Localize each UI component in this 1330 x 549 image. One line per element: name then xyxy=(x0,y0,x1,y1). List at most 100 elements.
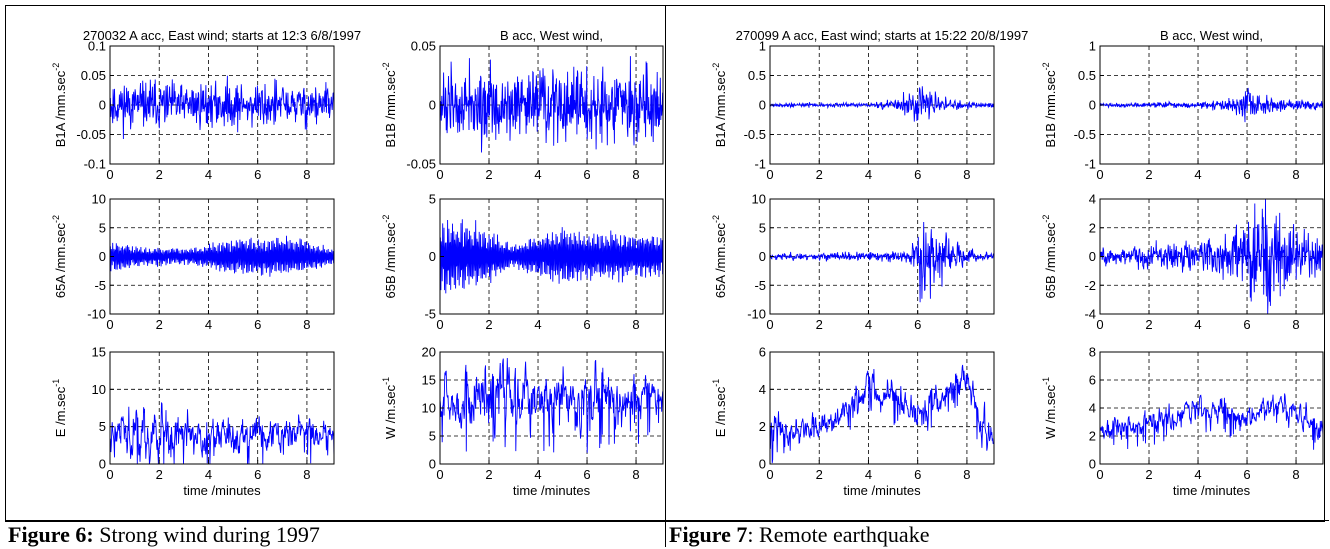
x-tick-label: 8 xyxy=(303,467,310,482)
x-tick-label: 4 xyxy=(865,167,872,182)
x-tick-label: 2 xyxy=(485,467,492,482)
y-tick-label: -0.1 xyxy=(84,157,106,172)
x-tick-label: 4 xyxy=(205,467,212,482)
y-tick-label: -0.5 xyxy=(744,127,766,142)
figure-7-caption-text: : Remote earthquake xyxy=(747,522,930,547)
y-tick-label: 0 xyxy=(1089,98,1096,113)
series-line-1-3 xyxy=(1099,198,1324,315)
x-tick-label: 2 xyxy=(1145,167,1152,182)
y-tick-label: 0 xyxy=(99,249,106,264)
x-tick-label: 0 xyxy=(1096,317,1103,332)
y-tick-label: 5 xyxy=(429,429,436,444)
x-tick-label: 8 xyxy=(632,317,639,332)
subplot-0-0: 0 2 4 6 8 -0.1 -0.05 0 0.05 0.1 B1A /mm.sec-2 27003… xyxy=(51,28,361,182)
y-tick-label: 6 xyxy=(759,345,766,360)
series-line-0-3 xyxy=(439,219,664,294)
figure-6-plots: 0 2 4 6 8 -0.1 -0.05 0 0.05 0.1 B1A /mm.sec-2 27003… xyxy=(6,5,664,520)
y-tick-label: 0.1 xyxy=(88,39,106,54)
subplot-1-2: 0 2 4 6 8 -10 -5 0 5 10 65A /mm.sec-2 xyxy=(711,192,995,332)
y-axis-label: B1B /mm.sec-2 xyxy=(1041,62,1058,147)
series-line-0-0 xyxy=(109,75,335,140)
x-tick-label: 4 xyxy=(1194,317,1201,332)
y-axis-label: B1A /mm.sec-2 xyxy=(711,63,728,148)
y-tick-label: 0.5 xyxy=(1078,68,1096,83)
x-tick-label: 8 xyxy=(1292,467,1299,482)
axes-box xyxy=(109,351,335,465)
x-axis-label: time /minutes xyxy=(513,483,591,498)
y-tick-label: -1 xyxy=(754,157,766,172)
subplot-title: 270099 A acc, East wind; starts at 15:22… xyxy=(736,28,1029,43)
y-tick-label: -0.5 xyxy=(1074,127,1096,142)
y-axis-label: E /m.sec-1 xyxy=(711,379,728,438)
y-tick-label: 5 xyxy=(759,220,766,235)
x-tick-label: 6 xyxy=(1243,317,1250,332)
figure-7-caption-label: Figure 7 xyxy=(669,522,748,547)
y-tick-label: 8 xyxy=(1089,345,1096,360)
series-line-1-2 xyxy=(769,221,995,303)
x-tick-label: 4 xyxy=(1194,467,1201,482)
y-tick-label: 2 xyxy=(759,419,766,434)
y-tick-label: 10 xyxy=(422,401,436,416)
x-tick-label: 0 xyxy=(766,167,773,182)
y-tick-label: 4 xyxy=(1089,192,1096,207)
x-tick-label: 2 xyxy=(1145,467,1152,482)
y-tick-label: 0 xyxy=(759,249,766,264)
x-tick-label: 6 xyxy=(583,167,590,182)
y-tick-label: 10 xyxy=(92,382,106,397)
y-tick-label: -10 xyxy=(747,307,766,322)
x-tick-label: 0 xyxy=(766,317,773,332)
x-tick-label: 2 xyxy=(816,167,823,182)
x-tick-label: 8 xyxy=(632,167,639,182)
series-line-1-0 xyxy=(769,86,995,122)
y-tick-label: -5 xyxy=(754,278,766,293)
x-tick-label: 6 xyxy=(914,467,921,482)
y-tick-label: -2 xyxy=(1084,278,1096,293)
y-tick-label: 0.5 xyxy=(748,68,766,83)
y-axis-label: 65B /mm.sec-2 xyxy=(1041,215,1058,299)
y-tick-label: 4 xyxy=(759,382,766,397)
figure-6-caption: Figure 6: Strong wind during 1997 xyxy=(5,520,668,548)
y-axis-label: 65B /mm.sec-2 xyxy=(381,215,398,299)
x-axis-label: time /minutes xyxy=(1173,483,1251,498)
x-tick-label: 8 xyxy=(963,317,970,332)
x-tick-label: 0 xyxy=(106,167,113,182)
figure-divider xyxy=(665,5,666,547)
x-tick-label: 8 xyxy=(1292,317,1299,332)
x-tick-label: 2 xyxy=(816,317,823,332)
subplot-0-2: 0 2 4 6 8 -10 -5 0 5 10 65A /mm.sec-2 xyxy=(51,192,335,332)
x-tick-label: 4 xyxy=(865,317,872,332)
x-tick-label: 2 xyxy=(156,167,163,182)
x-tick-label: 4 xyxy=(534,167,541,182)
y-tick-label: -1 xyxy=(1084,157,1096,172)
y-tick-label: -0.05 xyxy=(406,157,436,172)
y-tick-label: 4 xyxy=(1089,401,1096,416)
subplot-1-3: 0 2 4 6 8 -4 -2 0 2 4 65B /mm.sec-2 xyxy=(1041,192,1324,332)
series-line-0-2 xyxy=(109,235,335,277)
y-axis-label: 65A /mm.sec-2 xyxy=(51,215,68,298)
figure-6-caption-text: Strong wind during 1997 xyxy=(93,522,320,547)
x-tick-label: 6 xyxy=(254,167,261,182)
y-tick-label: 2 xyxy=(1089,220,1096,235)
y-tick-label: 0 xyxy=(429,457,436,472)
x-tick-label: 6 xyxy=(583,467,590,482)
x-tick-label: 4 xyxy=(534,467,541,482)
x-axis-label: time /minutes xyxy=(843,483,921,498)
subplot-title: B acc, West wind, xyxy=(1160,28,1263,43)
y-tick-label: 15 xyxy=(92,345,106,360)
x-tick-label: 4 xyxy=(865,467,872,482)
y-tick-label: 15 xyxy=(422,373,436,388)
y-tick-label: 0 xyxy=(759,457,766,472)
subplot-1-1: 0 2 4 6 8 -1 -0.5 0 0.5 1 B1B /mm.sec-2 B acc, West… xyxy=(1041,28,1324,182)
y-tick-label: 5 xyxy=(429,192,436,207)
axes-box xyxy=(769,351,995,465)
y-tick-label: 2 xyxy=(1089,429,1096,444)
x-tick-label: 4 xyxy=(1194,167,1201,182)
x-tick-label: 4 xyxy=(205,167,212,182)
figure-7-caption: Figure 7: Remote earthquake xyxy=(666,520,1329,548)
y-tick-label: -0.05 xyxy=(76,127,106,142)
subplot-1-4: 0 2 4 6 8 0 2 4 6 E /m.sec-1 time /minutes xyxy=(711,345,995,498)
x-tick-label: 6 xyxy=(1243,167,1250,182)
x-tick-label: 6 xyxy=(254,317,261,332)
figure-7-plots: 0 2 4 6 8 -1 -0.5 0 0.5 1 B1A /mm.sec-2 270099 A ac… xyxy=(666,5,1324,520)
subplot-1-5: 0 2 4 6 8 0 2 4 6 8 W /m.sec-1 time /minutes xyxy=(1041,345,1324,498)
